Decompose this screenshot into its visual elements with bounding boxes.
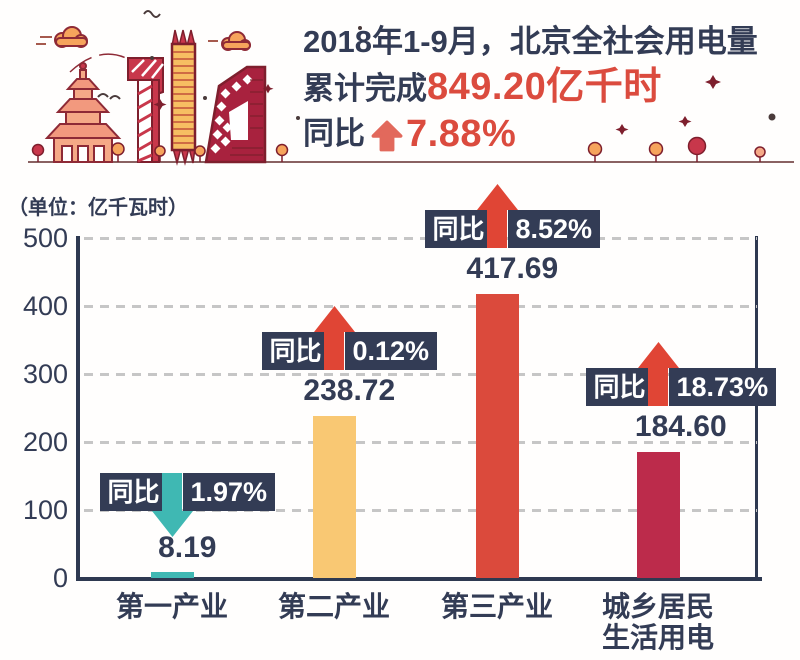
yoy-arrow-down-icon [151, 473, 193, 538]
cloud-icon [221, 31, 251, 51]
yoy-arrow-up-icon [476, 183, 518, 248]
bar-value-label: 184.60 [634, 410, 727, 444]
yoy-annotation-secondary-industry: 同比 0.12% 238.72 [261, 305, 438, 405]
header-total-value: 849.20亿千时 [427, 66, 662, 108]
yoy-label: 同比 [585, 368, 648, 407]
header: 2018年1-9月，北京全社会用电量 累计完成 849.20亿千时 同比 7.8… [303, 22, 793, 156]
gridline-100 [84, 508, 757, 512]
arrow-up-icon [371, 120, 403, 152]
yoy-label: 同比 [99, 473, 162, 512]
yellow-tower-icon [170, 29, 197, 166]
unit-label: （单位：亿千瓦时） [8, 197, 188, 219]
x-axis-line [76, 577, 762, 581]
cctv-building-icon [204, 65, 267, 164]
gridline-300 [84, 372, 757, 376]
category-label-urban-rural-residential: 城乡居民 生活用电 [601, 591, 714, 653]
plot-right-border [755, 236, 758, 581]
beijing-skyline-illustration [28, 10, 794, 166]
y-tick-label-0: 0 [52, 563, 68, 593]
bar-secondary-industry [312, 415, 356, 578]
tree-icons [31, 136, 766, 162]
yoy-annotation-primary-industry: 同比 1.97% 8.19 [99, 473, 276, 563]
header-total-line: 累计完成 849.20亿千时 [303, 65, 793, 111]
y-tick-label-400: 400 [22, 291, 68, 321]
bar-value-label: 238.72 [303, 373, 396, 407]
bar-urban-rural-residential [636, 452, 680, 578]
temple-of-heaven-icon [44, 62, 122, 163]
header-title: 2018年1-9月，北京全社会用电量 [303, 24, 758, 59]
bar-value-label: 417.69 [466, 251, 559, 285]
bar-primary-industry [150, 572, 194, 578]
bird-icon [97, 93, 121, 100]
yoy-percent: 0.12% [344, 331, 438, 370]
yoy-percent: 1.97% [182, 473, 276, 512]
header-yoy-value: 7.88% [406, 113, 517, 155]
squiggle-icon [143, 10, 161, 18]
y-tick-label-500: 500 [22, 223, 68, 253]
cloud-speed-lines [36, 36, 218, 45]
gridline-200 [84, 440, 757, 444]
sparkle-icons [150, 26, 776, 135]
y-tick-label-300: 300 [22, 359, 68, 389]
yoy-arrow-up-icon [637, 342, 679, 407]
yoy-percent: 8.52% [507, 209, 601, 248]
header-yoy-line: 同比 7.88% [303, 112, 793, 156]
yoy-badge: 同比 0.12% [261, 331, 438, 370]
bar-value-label: 8.19 [158, 531, 217, 565]
yoy-badge: 同比 1.97% [99, 473, 276, 512]
gridline-500 [84, 236, 757, 240]
yoy-arrow-up-icon [313, 305, 355, 370]
yoy-label: 同比 [261, 331, 324, 370]
yoy-badge: 同比 18.73% [585, 368, 777, 407]
yoy-badge: 同比 8.52% [424, 209, 601, 248]
header-total-prefix: 累计完成 [303, 71, 427, 106]
yoy-label: 同比 [424, 209, 487, 248]
bar-tertiary-industry [475, 293, 519, 578]
y-tick-label-200: 200 [22, 427, 68, 457]
yoy-annotation-tertiary-industry: 同比 8.52% 417.69 [424, 183, 601, 283]
yoy-percent: 18.73% [668, 368, 777, 407]
y-tick-label-100: 100 [22, 495, 68, 525]
category-label-secondary-industry: 第二产业 [277, 591, 390, 622]
cloud-icon [54, 26, 88, 48]
striped-tower-icon [127, 57, 164, 163]
arc-line [69, 53, 131, 73]
category-label-tertiary-industry: 第三产业 [440, 591, 553, 622]
header-yoy-prefix: 同比 [303, 116, 365, 151]
gridline-400 [84, 304, 757, 308]
y-axis-line [76, 236, 80, 581]
category-label-primary-industry: 第一产业 [115, 591, 228, 622]
yoy-annotation-urban-rural-residential: 同比 18.73% 184.60 [585, 342, 777, 442]
